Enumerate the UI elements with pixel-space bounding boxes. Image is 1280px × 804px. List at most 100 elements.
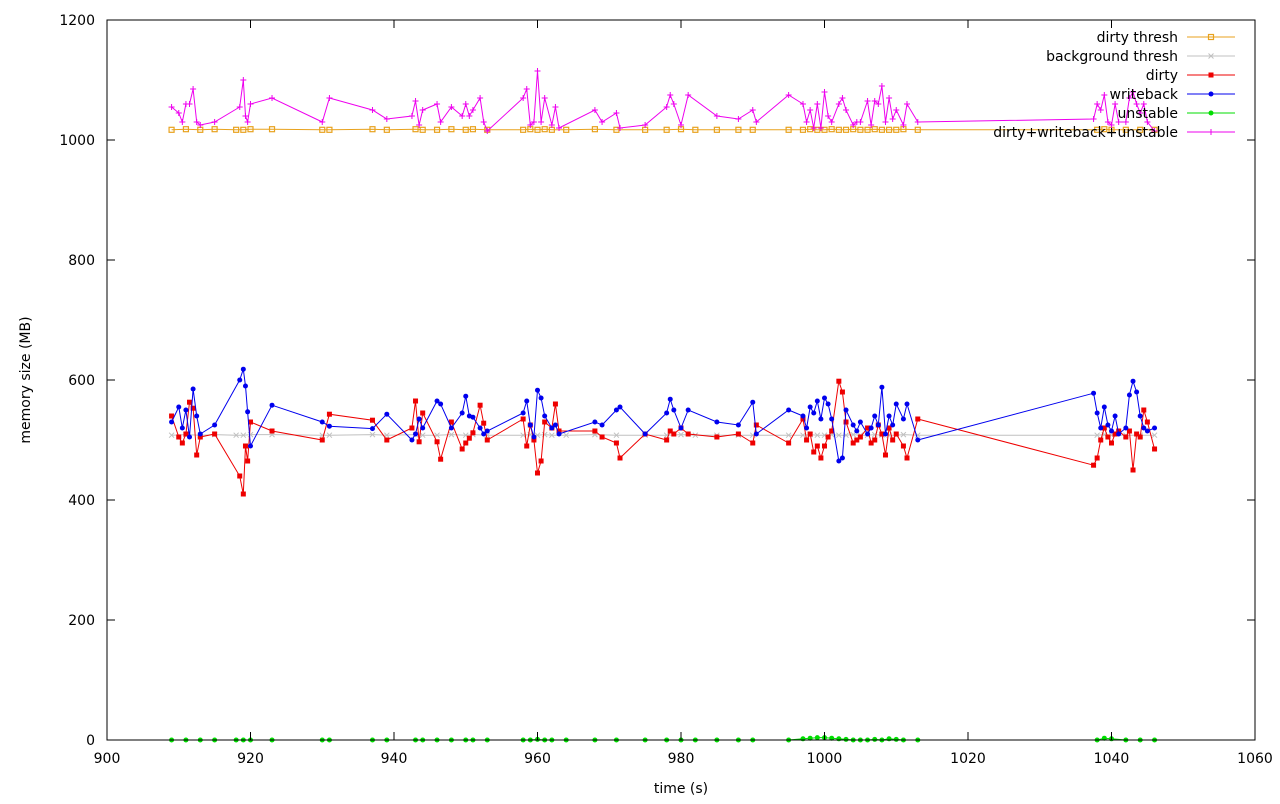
data-point — [549, 425, 555, 431]
data-point — [821, 89, 828, 95]
data-point — [804, 437, 810, 443]
data-point — [1137, 434, 1143, 440]
data-point — [245, 458, 251, 464]
data-point — [448, 419, 454, 425]
data-point — [822, 443, 827, 449]
data-point — [1122, 119, 1129, 125]
data-point — [1101, 92, 1108, 98]
data-point — [369, 431, 376, 438]
data-point — [448, 425, 454, 431]
data-point — [182, 126, 190, 133]
data-point — [190, 405, 196, 411]
data-point — [369, 426, 375, 432]
data-point — [520, 126, 527, 133]
data-point — [1090, 116, 1097, 122]
data-point — [807, 431, 813, 437]
data-point — [469, 107, 476, 113]
data-point — [750, 399, 756, 405]
data-point — [821, 126, 828, 133]
data-point — [481, 431, 487, 437]
data-point — [530, 119, 537, 125]
data-point — [839, 389, 845, 395]
series-dirty-thresh — [168, 126, 1158, 133]
y-axis-label: memory size (MB) — [18, 316, 34, 443]
legend-swatch-marker — [1208, 110, 1214, 116]
data-point — [713, 113, 720, 119]
data-point — [1105, 434, 1111, 440]
data-point — [599, 434, 605, 440]
data-point — [248, 419, 253, 425]
data-point — [527, 122, 534, 128]
data-point — [865, 431, 871, 437]
x-tick-label: 980 — [668, 751, 695, 767]
data-point — [850, 122, 857, 128]
data-point — [326, 432, 333, 439]
data-point — [800, 432, 806, 439]
data-point — [617, 455, 623, 461]
data-point — [416, 439, 422, 445]
data-point — [872, 413, 878, 419]
data-point — [915, 437, 921, 443]
data-point — [886, 425, 892, 431]
data-point — [534, 68, 541, 74]
data-point — [714, 419, 720, 425]
data-point — [523, 86, 530, 92]
data-point — [900, 416, 906, 422]
data-point — [829, 735, 835, 741]
data-point — [383, 432, 390, 439]
data-point — [187, 434, 193, 440]
data-point — [197, 122, 204, 128]
data-point — [1098, 437, 1104, 443]
data-point — [785, 432, 792, 439]
data-point — [524, 443, 530, 449]
data-point — [369, 417, 375, 423]
data-point — [1112, 413, 1118, 419]
data-point — [369, 107, 376, 113]
data-point — [247, 431, 254, 438]
data-point — [749, 126, 756, 133]
data-point — [839, 455, 845, 461]
data-point — [548, 122, 555, 128]
data-point — [412, 98, 419, 104]
data-point — [893, 107, 900, 113]
data-point — [552, 104, 559, 110]
data-point — [409, 437, 415, 443]
data-point — [786, 407, 792, 413]
data-point — [237, 377, 243, 383]
data-point — [1137, 126, 1144, 133]
data-point — [383, 116, 390, 122]
data-point — [850, 431, 857, 438]
data-point — [893, 736, 899, 742]
data-point — [799, 101, 806, 107]
data-point — [864, 126, 871, 133]
data-point — [419, 432, 426, 439]
data-point — [434, 432, 440, 439]
legend-label: background thresh — [1046, 49, 1178, 65]
data-point — [1137, 413, 1143, 419]
data-point — [1130, 378, 1136, 384]
data-point — [818, 455, 824, 461]
data-point — [448, 431, 455, 438]
data-point — [804, 425, 810, 431]
data-point — [599, 422, 605, 428]
data-point — [685, 431, 691, 437]
data-point — [242, 383, 248, 389]
data-point — [829, 416, 835, 422]
data-point — [477, 402, 483, 408]
data-point — [470, 414, 476, 420]
data-point — [1094, 455, 1100, 461]
data-point — [538, 458, 544, 464]
series-line — [171, 381, 1155, 495]
data-point — [749, 107, 756, 113]
data-point — [814, 443, 820, 449]
data-point — [412, 126, 419, 133]
data-point — [1151, 432, 1158, 439]
data-point — [592, 419, 598, 425]
data-point — [613, 432, 620, 439]
data-point — [534, 126, 541, 133]
data-point — [839, 95, 846, 101]
data-point — [477, 425, 483, 431]
data-point — [269, 95, 276, 101]
legend-label: unstable — [1118, 106, 1179, 122]
y-tick-label: 600 — [68, 373, 95, 389]
